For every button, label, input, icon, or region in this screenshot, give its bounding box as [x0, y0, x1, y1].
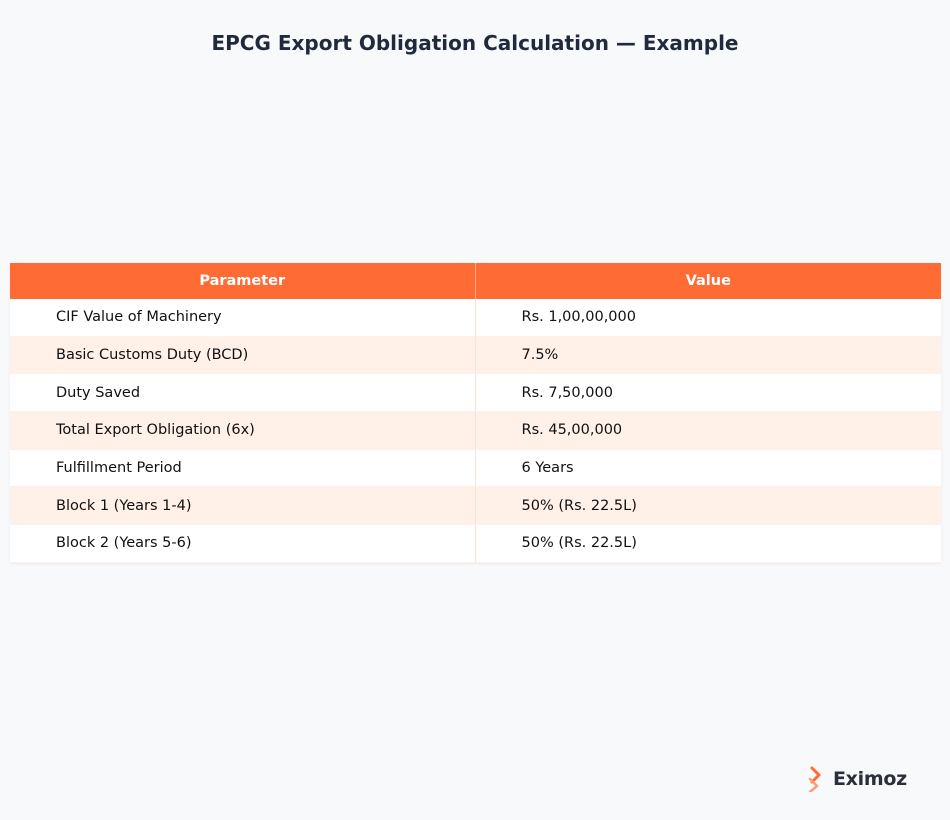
parameter-cell: Block 1 (Years 1-4) [10, 486, 475, 526]
value-cell: Rs. 7,50,000 [474, 373, 941, 413]
value-cell: Rs. 45,00,000 [474, 411, 941, 450]
value-cell: Rs. 1,00,00,000 [474, 299, 941, 337]
parameter-cell: Basic Customs Duty (BCD) [10, 336, 475, 375]
parameter-cell: Fulfillment Period [10, 449, 475, 488]
parameter-cell: Block 2 (Years 5-6) [10, 524, 475, 563]
value-cell: 7.5% [474, 336, 941, 375]
parameter-cell: CIF Value of Machinery [10, 299, 475, 337]
column-header-value: Value [474, 263, 941, 299]
table-row: Block 2 (Years 5-6) 50% (Rs. 22.5L) [10, 524, 941, 563]
table-row: CIF Value of Machinery Rs. 1,00,00,000 [10, 299, 941, 337]
parameter-cell: Total Export Obligation (6x) [10, 411, 475, 450]
table-row: Total Export Obligation (6x) Rs. 45,00,0… [10, 411, 941, 450]
table-row: Block 1 (Years 1-4) 50% (Rs. 22.5L) [10, 486, 941, 526]
column-header-parameter: Parameter [10, 263, 475, 299]
table-header-row: Parameter Value [10, 263, 941, 299]
eximoz-logo-icon [808, 766, 821, 792]
table-row: Fulfillment Period 6 Years [10, 449, 941, 488]
logo-wordmark: Eximoz [833, 768, 907, 790]
value-cell: 50% (Rs. 22.5L) [474, 486, 941, 526]
page-title: EPCG Export Obligation Calculation — Exa… [211, 31, 739, 55]
value-cell: 6 Years [474, 449, 941, 488]
obligation-table: Parameter Value CIF Value of Machinery R… [10, 263, 941, 563]
value-cell: 50% (Rs. 22.5L) [474, 524, 941, 563]
table-row: Duty Saved Rs. 7,50,000 [10, 373, 941, 413]
table-row: Basic Customs Duty (BCD) 7.5% [10, 336, 941, 375]
parameter-cell: Duty Saved [10, 373, 475, 413]
brand-logo: Eximoz [807, 765, 907, 793]
